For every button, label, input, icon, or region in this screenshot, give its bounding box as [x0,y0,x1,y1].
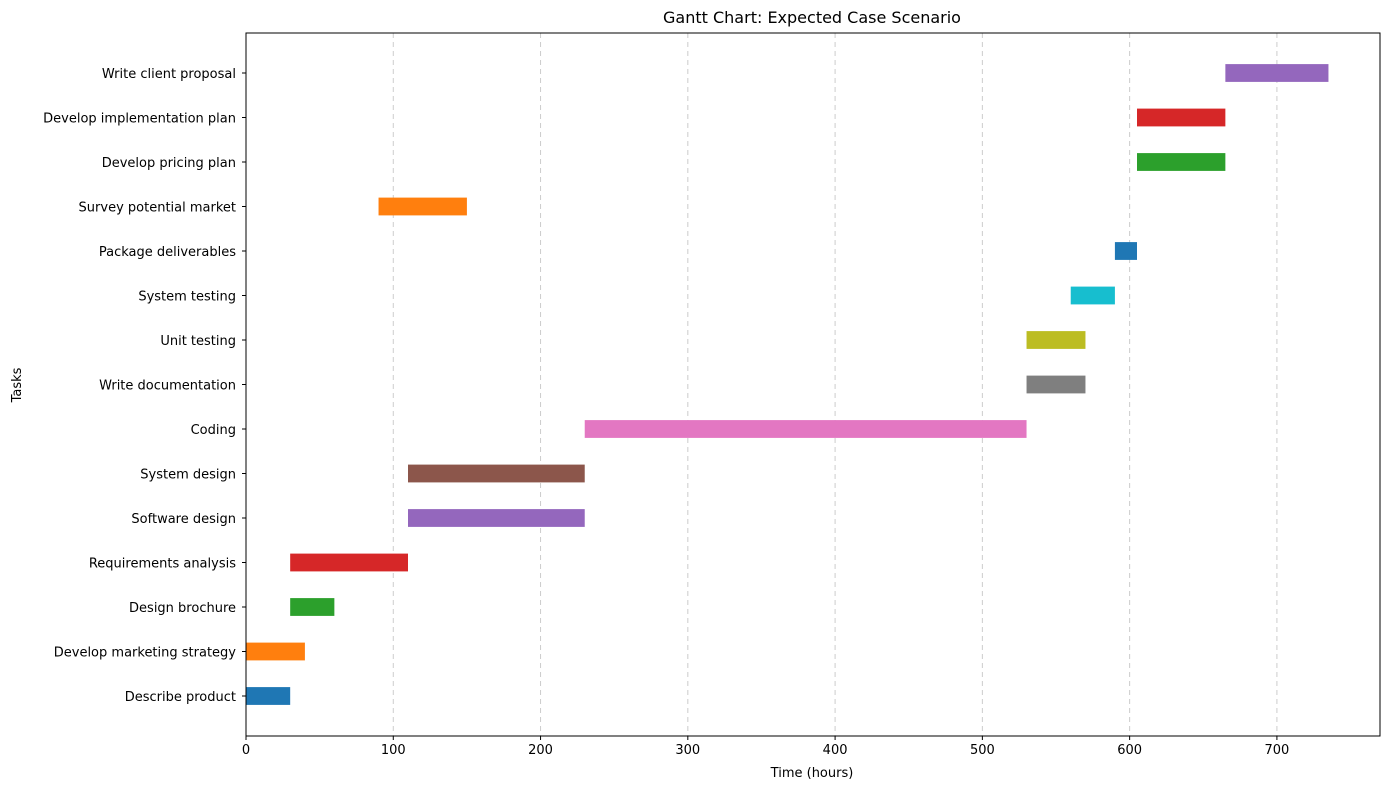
chart-title: Gantt Chart: Expected Case Scenario [663,8,961,27]
gantt-bar [1026,331,1086,349]
gantt-bar [1137,108,1226,127]
y-tick-label: Survey potential market [79,201,236,216]
y-tick-label: Software design [131,512,236,527]
gantt-bar [1114,242,1137,260]
y-tick-label: Develop pricing plan [102,156,236,171]
gantt-bar [1137,153,1226,171]
y-tick-label: Package deliverables [99,245,236,260]
gantt-bar [290,598,335,616]
gantt-bar [246,687,291,705]
x-tick-label: 600 [1117,743,1142,758]
gantt-bar [1070,286,1115,305]
x-tick-label: 300 [675,743,700,758]
y-tick-label: Coding [191,423,236,438]
gantt-bar [408,509,585,527]
y-tick-label: Develop implementation plan [43,112,236,127]
x-tick-label: 700 [1264,743,1289,758]
x-axis-ticks: 0 100 200 300 400 500 600 700 [242,736,1289,758]
y-axis-label: Tasks [10,367,25,403]
gantt-bar [378,197,467,216]
x-tick-label: 200 [528,743,553,758]
gantt-bar [290,553,408,572]
x-tick-label: 0 [242,743,250,758]
y-tick-label: Develop marketing strategy [54,646,237,661]
y-tick-label: Design brochure [129,601,236,616]
y-tick-label: System design [140,468,236,483]
y-axis-ticks: Describe product Develop marketing strate… [43,67,246,705]
x-axis-label: Time (hours) [770,766,854,781]
x-tick-label: 500 [970,743,995,758]
gantt-bar [584,420,1027,438]
grid-lines [392,33,1278,736]
gantt-bar [1026,375,1086,394]
gantt-bar [246,642,305,661]
y-tick-label: Write client proposal [102,67,236,82]
y-tick-label: Write documentation [99,379,236,394]
x-tick-label: 400 [823,743,848,758]
gantt-bar [1225,64,1329,82]
x-tick-label: 100 [381,743,406,758]
plot-frame [245,32,1381,737]
gantt-bars [246,64,1329,705]
gantt-bar [408,464,585,483]
y-tick-label: Describe product [125,690,236,705]
y-tick-label: System testing [138,290,236,305]
y-tick-label: Requirements analysis [89,557,236,572]
y-tick-label: Unit testing [160,334,236,349]
